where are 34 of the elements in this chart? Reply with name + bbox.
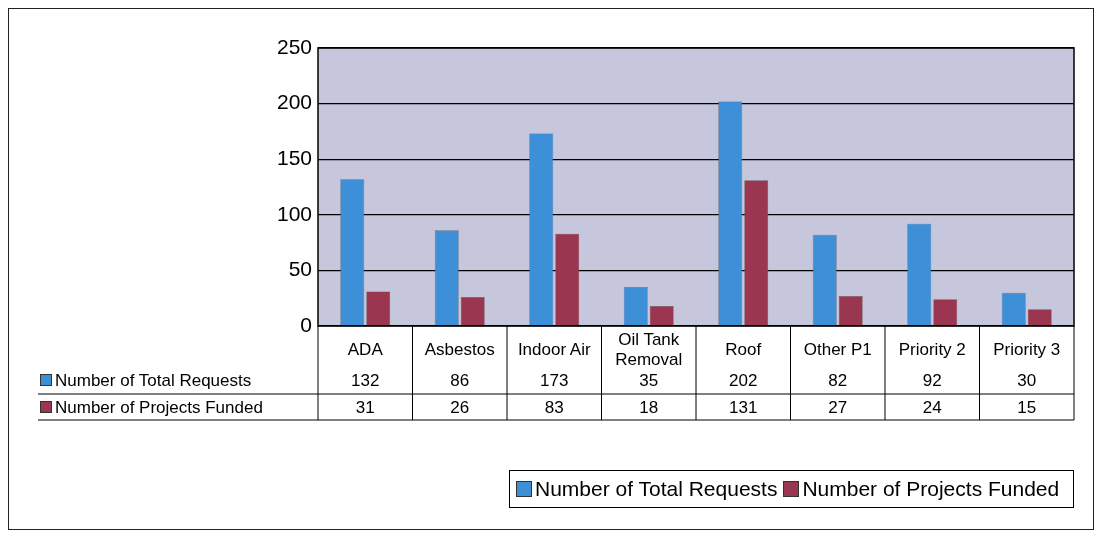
data-label: 26: [450, 397, 470, 417]
data-label: 86: [450, 370, 470, 390]
x-tick-label: Indoor Air: [517, 339, 591, 359]
data-label: 132: [351, 370, 380, 390]
y-tick-label: 200: [276, 90, 312, 114]
data-label: 202: [729, 370, 758, 390]
data-label: 35: [639, 370, 659, 390]
x-tick-label: Roof: [725, 339, 762, 359]
y-tick-label: 50: [288, 257, 312, 281]
x-tick-label: Other P1: [803, 339, 872, 359]
text: Number of Projects Funded: [802, 477, 1060, 500]
data-label: 18: [639, 397, 659, 417]
data-label: 24: [922, 397, 942, 417]
x-tick-label: Priority 2: [898, 339, 966, 359]
x-tick-label: Priority 3: [993, 339, 1061, 359]
x-tick-label: ADA: [347, 339, 384, 359]
data-label: 92: [922, 370, 942, 390]
data-label: 30: [1017, 370, 1037, 390]
data-label: 131: [729, 397, 758, 417]
y-tick-label: 150: [276, 146, 312, 169]
text: Number of Total Requests: [535, 477, 778, 500]
y-tick-label: 100: [276, 201, 312, 225]
y-tick-label: 250: [276, 34, 312, 58]
x-tick-label: Asbestos: [424, 339, 495, 359]
data-label: 27: [828, 397, 848, 417]
legend-label: Number of Total Requests: [55, 371, 252, 390]
y-tick-label: 0: [300, 312, 312, 336]
data-label: 83: [544, 397, 564, 417]
x-tick-label: Oil Tank Removal: [615, 329, 683, 369]
data-label: 82: [828, 370, 848, 390]
data-label: 15: [1017, 397, 1037, 417]
legend-label: Number of Projects Funded: [55, 398, 263, 417]
data-label: 173: [540, 370, 569, 390]
data-label: 31: [355, 397, 375, 417]
